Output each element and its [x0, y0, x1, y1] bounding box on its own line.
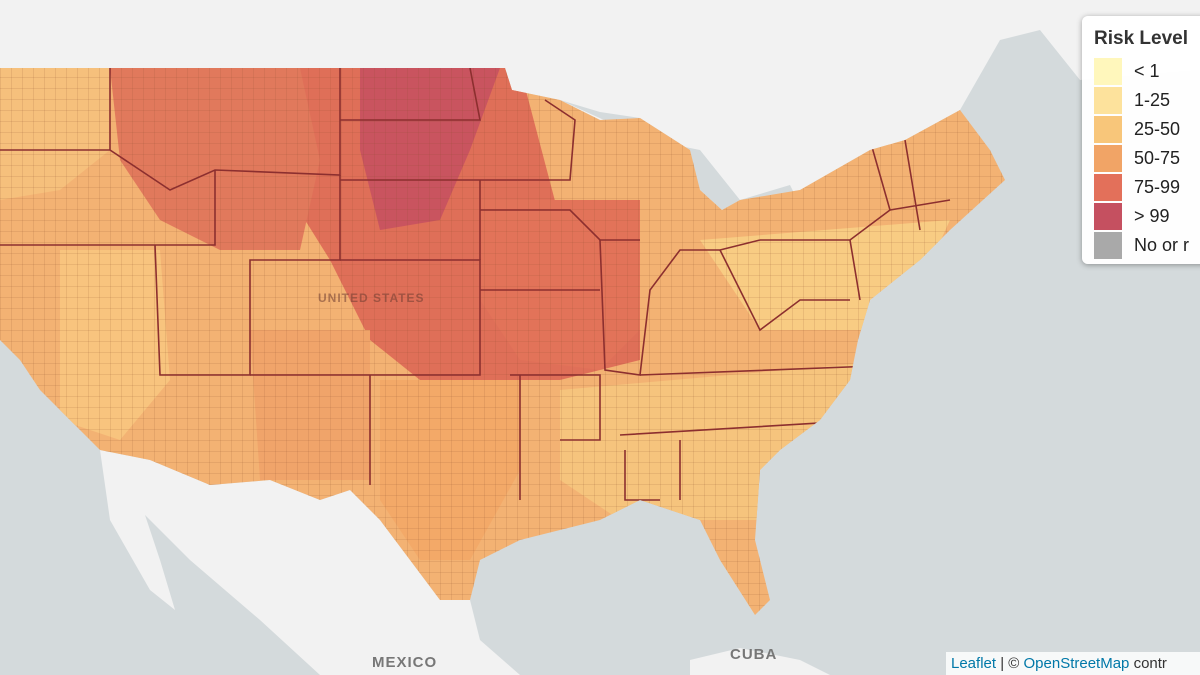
map-attribution: Leaflet | © OpenStreetMap contr	[946, 652, 1200, 675]
osm-link[interactable]: OpenStreetMap	[1023, 655, 1130, 672]
legend-item: 1-25	[1094, 86, 1200, 115]
legend-item: < 1	[1094, 57, 1200, 86]
legend-label: 75-99	[1134, 177, 1181, 197]
legend-swatch	[1094, 232, 1122, 259]
legend-item: No or r	[1094, 231, 1200, 260]
risk-legend: Risk Level < 1 1-25 25-50 50-75 75-99 > 99 No …	[1082, 16, 1200, 264]
legend-label: 25-50	[1134, 119, 1181, 139]
legend-swatch	[1094, 116, 1122, 143]
legend-item: 25-50	[1094, 115, 1200, 144]
country-label-mexico: MEXICO	[372, 654, 438, 671]
legend-label: < 1	[1134, 61, 1160, 81]
attribution-separator: | ©	[996, 655, 1024, 672]
leaflet-link[interactable]: Leaflet	[951, 655, 997, 672]
attribution-suffix: contr	[1129, 655, 1167, 672]
mexico-land	[100, 450, 520, 675]
legend-label: No or r	[1134, 235, 1190, 255]
legend-item: 50-75	[1094, 144, 1200, 173]
legend-swatch	[1094, 174, 1122, 201]
country-label-cuba: CUBA	[730, 646, 778, 663]
legend-swatch	[1094, 203, 1122, 230]
legend-swatch	[1094, 58, 1122, 85]
legend-label: 50-75	[1134, 148, 1181, 168]
cuba-land	[690, 648, 830, 675]
legend-label: > 99	[1134, 206, 1170, 226]
legend-item: 75-99	[1094, 173, 1200, 202]
baja-land	[100, 450, 175, 610]
legend-swatch	[1094, 87, 1122, 114]
state-borders	[0, 68, 951, 501]
legend-item: > 99	[1094, 202, 1200, 231]
country-label-us: UNITED STATES	[318, 291, 425, 305]
legend-items: < 1 1-25 25-50 50-75 75-99 > 99 No or r	[1094, 57, 1200, 260]
canada-land	[0, 0, 1200, 210]
legend-swatch	[1094, 145, 1122, 172]
legend-title: Risk Level	[1094, 28, 1188, 49]
legend-label: 1-25	[1134, 90, 1171, 110]
